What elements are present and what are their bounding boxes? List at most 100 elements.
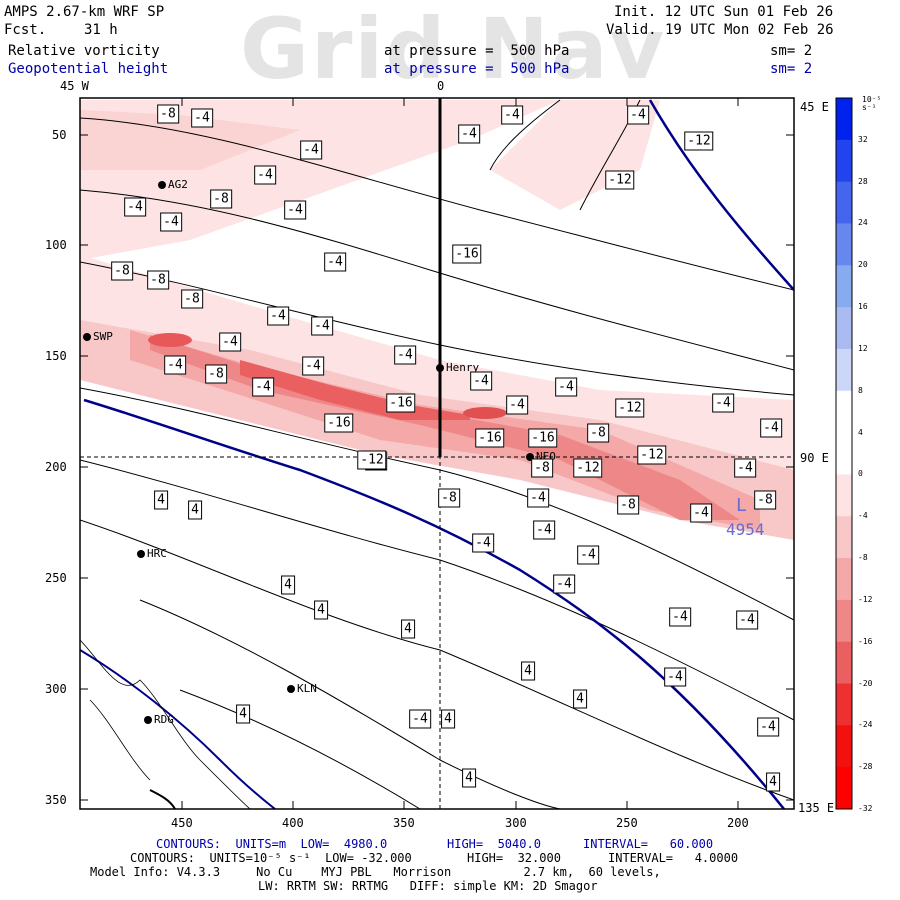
smoothing-1: sm= 2: [770, 43, 813, 59]
coastline-terrain: [80, 639, 251, 809]
init-time: Init. 12 UTC Sun 01 Feb 26: [614, 4, 834, 20]
station-label-rdg: RDG: [154, 713, 174, 726]
y-tick-200: 200: [45, 460, 67, 474]
colorbar-swatch: [836, 683, 852, 726]
contour-label: 4: [188, 500, 202, 520]
station-marker: [526, 453, 534, 461]
colorbar-swatch: [836, 265, 852, 308]
colorbar-frame: [835, 97, 853, 810]
contour-label: -4: [712, 393, 734, 413]
colorbar-swatch: [836, 181, 852, 224]
contour-label: -8: [205, 364, 227, 384]
contour-label: -4: [394, 345, 416, 365]
contour-label: -8: [157, 104, 179, 124]
forecast-label: Fcst.: [4, 22, 47, 38]
coastline-terrain-2: [89, 699, 151, 781]
contour-label: -4: [267, 306, 289, 326]
footer-vort-high: HIGH= 32.000: [467, 851, 561, 865]
contour-label: 4: [236, 704, 250, 724]
colorbar-tick-label: 28: [858, 176, 868, 186]
colorbar-tick-label: -4: [858, 511, 868, 521]
contour-label: -16: [386, 393, 416, 413]
shading-band-top-right: [490, 100, 660, 210]
colorbar-tick-label: -16: [858, 636, 873, 646]
contour-label: -12: [357, 450, 387, 470]
smoothing-2: sm= 2: [770, 61, 813, 77]
colorbar-tick-label: 0: [858, 469, 863, 479]
contour-label: -4: [533, 520, 555, 540]
contour-label: -12: [637, 445, 667, 465]
contour-label: -4: [627, 105, 649, 125]
colorbar-tick-label: -28: [858, 762, 873, 772]
colorbar-swatch: [836, 516, 852, 559]
footer-model-info: Model Info: V4.3.3 No Cu MYJ PBL Morriso…: [90, 865, 661, 879]
station-marker: [436, 364, 444, 372]
contour-label: 4: [441, 709, 455, 729]
field-geopotential: Geopotential height: [8, 61, 169, 77]
contour-label: -4: [555, 377, 577, 397]
contour-label: 4: [154, 490, 168, 510]
coastline-bold: [149, 789, 176, 809]
contour-label: -8: [438, 488, 460, 508]
pressure-level-2: at pressure = 500 hPa: [384, 61, 570, 77]
station-marker: [158, 181, 166, 189]
colorbar-swatch: [836, 725, 852, 768]
contour-label: -4: [757, 717, 779, 737]
contour-label: -8: [210, 189, 232, 209]
colorbar-swatch: [836, 139, 852, 183]
colorbar-tick-label: 4: [858, 427, 863, 437]
colorbar-tick-label: 24: [858, 218, 868, 228]
station-label-henry: Henry: [446, 361, 480, 374]
contour-label: -8: [617, 495, 639, 515]
low-pressure-value: 4954: [726, 520, 765, 539]
x-tick-450: 450: [171, 816, 193, 830]
vorticity-contours: [80, 99, 794, 809]
contour-label: -4: [690, 503, 712, 523]
height-contour-ne: [648, 99, 794, 291]
colorbar: [836, 98, 852, 810]
colorbar-unit: 10⁻⁵ s⁻¹: [862, 95, 882, 112]
contour-label: -4: [527, 488, 549, 508]
contour-label: -4: [311, 316, 333, 336]
contour-label: 4: [521, 661, 535, 681]
contour-label: 4: [281, 575, 295, 595]
y-tick-250: 250: [45, 571, 67, 585]
x-tick-200: 200: [727, 816, 749, 830]
contour-label: -8: [531, 458, 553, 478]
contour-label: -4: [191, 108, 213, 128]
contour-label: 4: [462, 768, 476, 788]
contour-label: 4: [314, 600, 328, 620]
y-tick-350: 350: [45, 793, 67, 807]
contour-label: -4: [664, 667, 686, 687]
contour-label: -4: [553, 574, 575, 594]
contour-label: -4: [736, 610, 758, 630]
colorbar-tick-label: 12: [858, 343, 868, 353]
contour-label: -16: [528, 428, 558, 448]
x-tick-250: 250: [616, 816, 638, 830]
plot-frame: [79, 97, 795, 810]
contour-label: -4: [219, 332, 241, 352]
contour-label: -4: [324, 252, 346, 272]
colorbar-swatch: [836, 223, 852, 266]
station-marker: [144, 716, 152, 724]
station-label-swp: SWP: [93, 330, 113, 343]
lon-label-45e: 45 E: [800, 100, 829, 114]
contour-label: -16: [324, 413, 354, 433]
colorbar-swatch: [836, 390, 852, 434]
lon-label-135e: 135 E: [798, 801, 835, 815]
footer-height-contours: CONTOURS: UNITS=m LOW= 4980.0: [156, 837, 388, 851]
colorbar-swatch: [836, 98, 852, 141]
contour-label: 4: [573, 689, 587, 709]
contour-label: -4: [734, 458, 756, 478]
station-marker: [137, 550, 145, 558]
contour-label: -8: [754, 490, 776, 510]
contour-label: -16: [475, 428, 505, 448]
colorbar-tick-label: -32: [858, 804, 873, 813]
contour-label: -4: [501, 105, 523, 125]
y-tick-300: 300: [45, 682, 67, 696]
footer-height-high: HIGH= 5040.0: [447, 837, 541, 851]
shading-band-nw: [80, 110, 300, 170]
lon-label-45w: 45 W: [60, 79, 89, 93]
y-tick-100: 100: [45, 238, 67, 252]
colorbar-tick-label: -8: [858, 553, 868, 563]
